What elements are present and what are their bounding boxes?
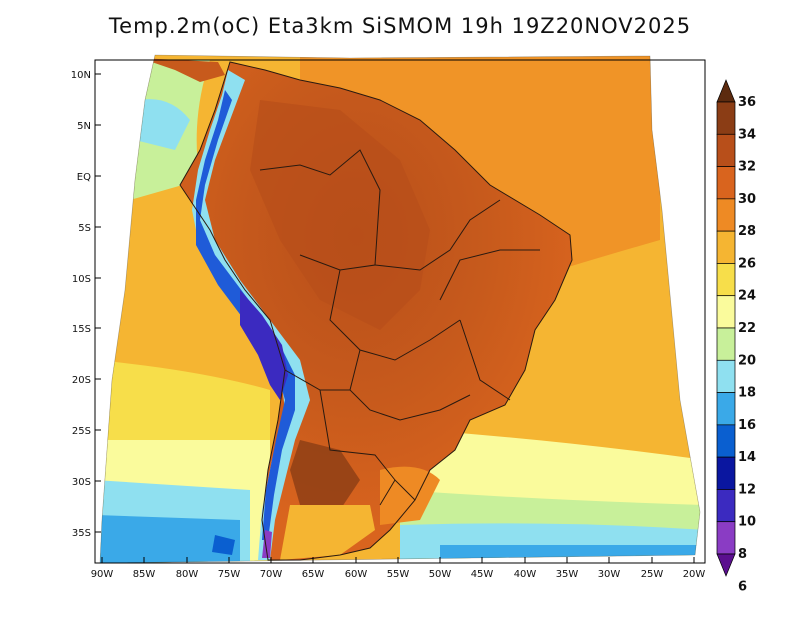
border-paraguay bbox=[319, 389, 396, 481]
central-america-land bbox=[140, 58, 225, 82]
lat-tick-label: 5S bbox=[78, 223, 91, 234]
lon-tick-label: 30W bbox=[598, 569, 621, 580]
lat-tick-label: EQ bbox=[77, 172, 91, 183]
pacific-coldest-band bbox=[100, 515, 240, 563]
colorbar-label: 36 bbox=[738, 95, 756, 110]
lon-tick-label: 70W bbox=[260, 569, 283, 580]
chaco-hot-core bbox=[290, 440, 360, 510]
colorbar-cap-bottom bbox=[716, 553, 736, 577]
nw-pacific-cold bbox=[135, 99, 190, 150]
colorbar-bin bbox=[716, 101, 736, 135]
colorbar-cap-top bbox=[716, 79, 736, 103]
colorbar-bin bbox=[716, 230, 736, 264]
colorbar-bin bbox=[716, 359, 736, 393]
colorbar-label: 24 bbox=[738, 289, 756, 304]
colorbar-label: 28 bbox=[738, 224, 756, 239]
border-northeast bbox=[439, 249, 540, 301]
colorbar-bin bbox=[716, 295, 736, 329]
pacific-cold-spot bbox=[212, 535, 235, 555]
lat-tick-label: 30S bbox=[72, 477, 91, 488]
colorbar-label: 8 bbox=[738, 547, 747, 562]
lon-tick-label: 20W bbox=[683, 569, 706, 580]
lon-tick-label: 90W bbox=[91, 569, 114, 580]
colorbar-label: 34 bbox=[738, 127, 756, 142]
colorbar-bin bbox=[716, 489, 736, 523]
lat-tick-label: 20S bbox=[72, 375, 91, 386]
border-central-west bbox=[329, 269, 461, 361]
border-south-central bbox=[349, 349, 471, 421]
map-frame bbox=[94, 59, 706, 564]
lon-axis: 90W 85W 80W 75W 70W 65W 60W 55W 50W 45W … bbox=[91, 557, 706, 580]
colorbar-label: 10 bbox=[738, 515, 756, 530]
lon-tick-label: 55W bbox=[387, 569, 410, 580]
lat-tick-label: 10S bbox=[72, 274, 91, 285]
lat-tick-label: 5N bbox=[77, 121, 91, 132]
lat-axis: 10N 5N EQ 5S 10S 15S 20S 25S 30S 35S bbox=[71, 70, 101, 539]
colorbar-label: 32 bbox=[738, 160, 756, 175]
map-title: Temp.2m(oC) Eta3km SiSMOM 19h 19Z20NOV20… bbox=[108, 14, 692, 38]
colorbar-bin bbox=[716, 327, 736, 361]
lon-tick-label: 45W bbox=[471, 569, 494, 580]
lon-tick-label: 85W bbox=[133, 569, 156, 580]
colorbar-label: 12 bbox=[738, 482, 756, 497]
colorbar-bin bbox=[716, 133, 736, 167]
lat-tick-label: 25S bbox=[72, 426, 91, 437]
border-amazon-north bbox=[259, 149, 381, 271]
colorbar-label: 26 bbox=[738, 256, 756, 271]
colorbar: 36 34 32 30 28 26 24 22 20 18 16 14 12 10 8 6 bbox=[716, 79, 756, 594]
atlantic-coldest-band bbox=[440, 545, 700, 563]
border-southeast bbox=[459, 319, 511, 401]
lat-tick-label: 15S bbox=[72, 324, 91, 335]
altiplano-cold bbox=[240, 290, 288, 400]
border-north-states bbox=[374, 199, 501, 271]
amazon-hot-core bbox=[250, 100, 430, 330]
colorbar-label: 6 bbox=[738, 579, 747, 594]
lon-tick-label: 50W bbox=[429, 569, 452, 580]
lon-tick-label: 25W bbox=[641, 569, 664, 580]
colorbar-bin bbox=[716, 198, 736, 232]
lon-tick-label: 75W bbox=[218, 569, 241, 580]
domain-outline bbox=[99, 54, 701, 564]
uruguay-region bbox=[380, 466, 440, 525]
lon-tick-label: 35W bbox=[556, 569, 579, 580]
lon-tick-label: 60W bbox=[345, 569, 368, 580]
lat-tick-label: 10N bbox=[71, 70, 91, 81]
country-boundaries bbox=[179, 61, 573, 561]
colorbar-bin bbox=[716, 392, 736, 426]
colorbar-label: 22 bbox=[738, 321, 756, 336]
patagonia-mild bbox=[280, 505, 375, 560]
lon-tick-label: 80W bbox=[176, 569, 199, 580]
colorbar-bin bbox=[716, 424, 736, 458]
colorbar-label: 14 bbox=[738, 450, 756, 465]
lat-tick-label: 35S bbox=[72, 528, 91, 539]
colorbar-bin bbox=[716, 521, 736, 555]
border-uruguay bbox=[379, 479, 416, 506]
colorbar-label: 30 bbox=[738, 192, 756, 207]
colorbar-label: 20 bbox=[738, 353, 756, 368]
colorbar-bin bbox=[716, 166, 736, 200]
lon-tick-label: 40W bbox=[514, 569, 537, 580]
colorbar-bin bbox=[716, 456, 736, 490]
lon-tick-label: 65W bbox=[302, 569, 325, 580]
map-field bbox=[100, 55, 700, 563]
colorbar-label: 16 bbox=[738, 418, 756, 433]
colorbar-label: 18 bbox=[738, 386, 756, 401]
colorbar-bin bbox=[716, 263, 736, 297]
